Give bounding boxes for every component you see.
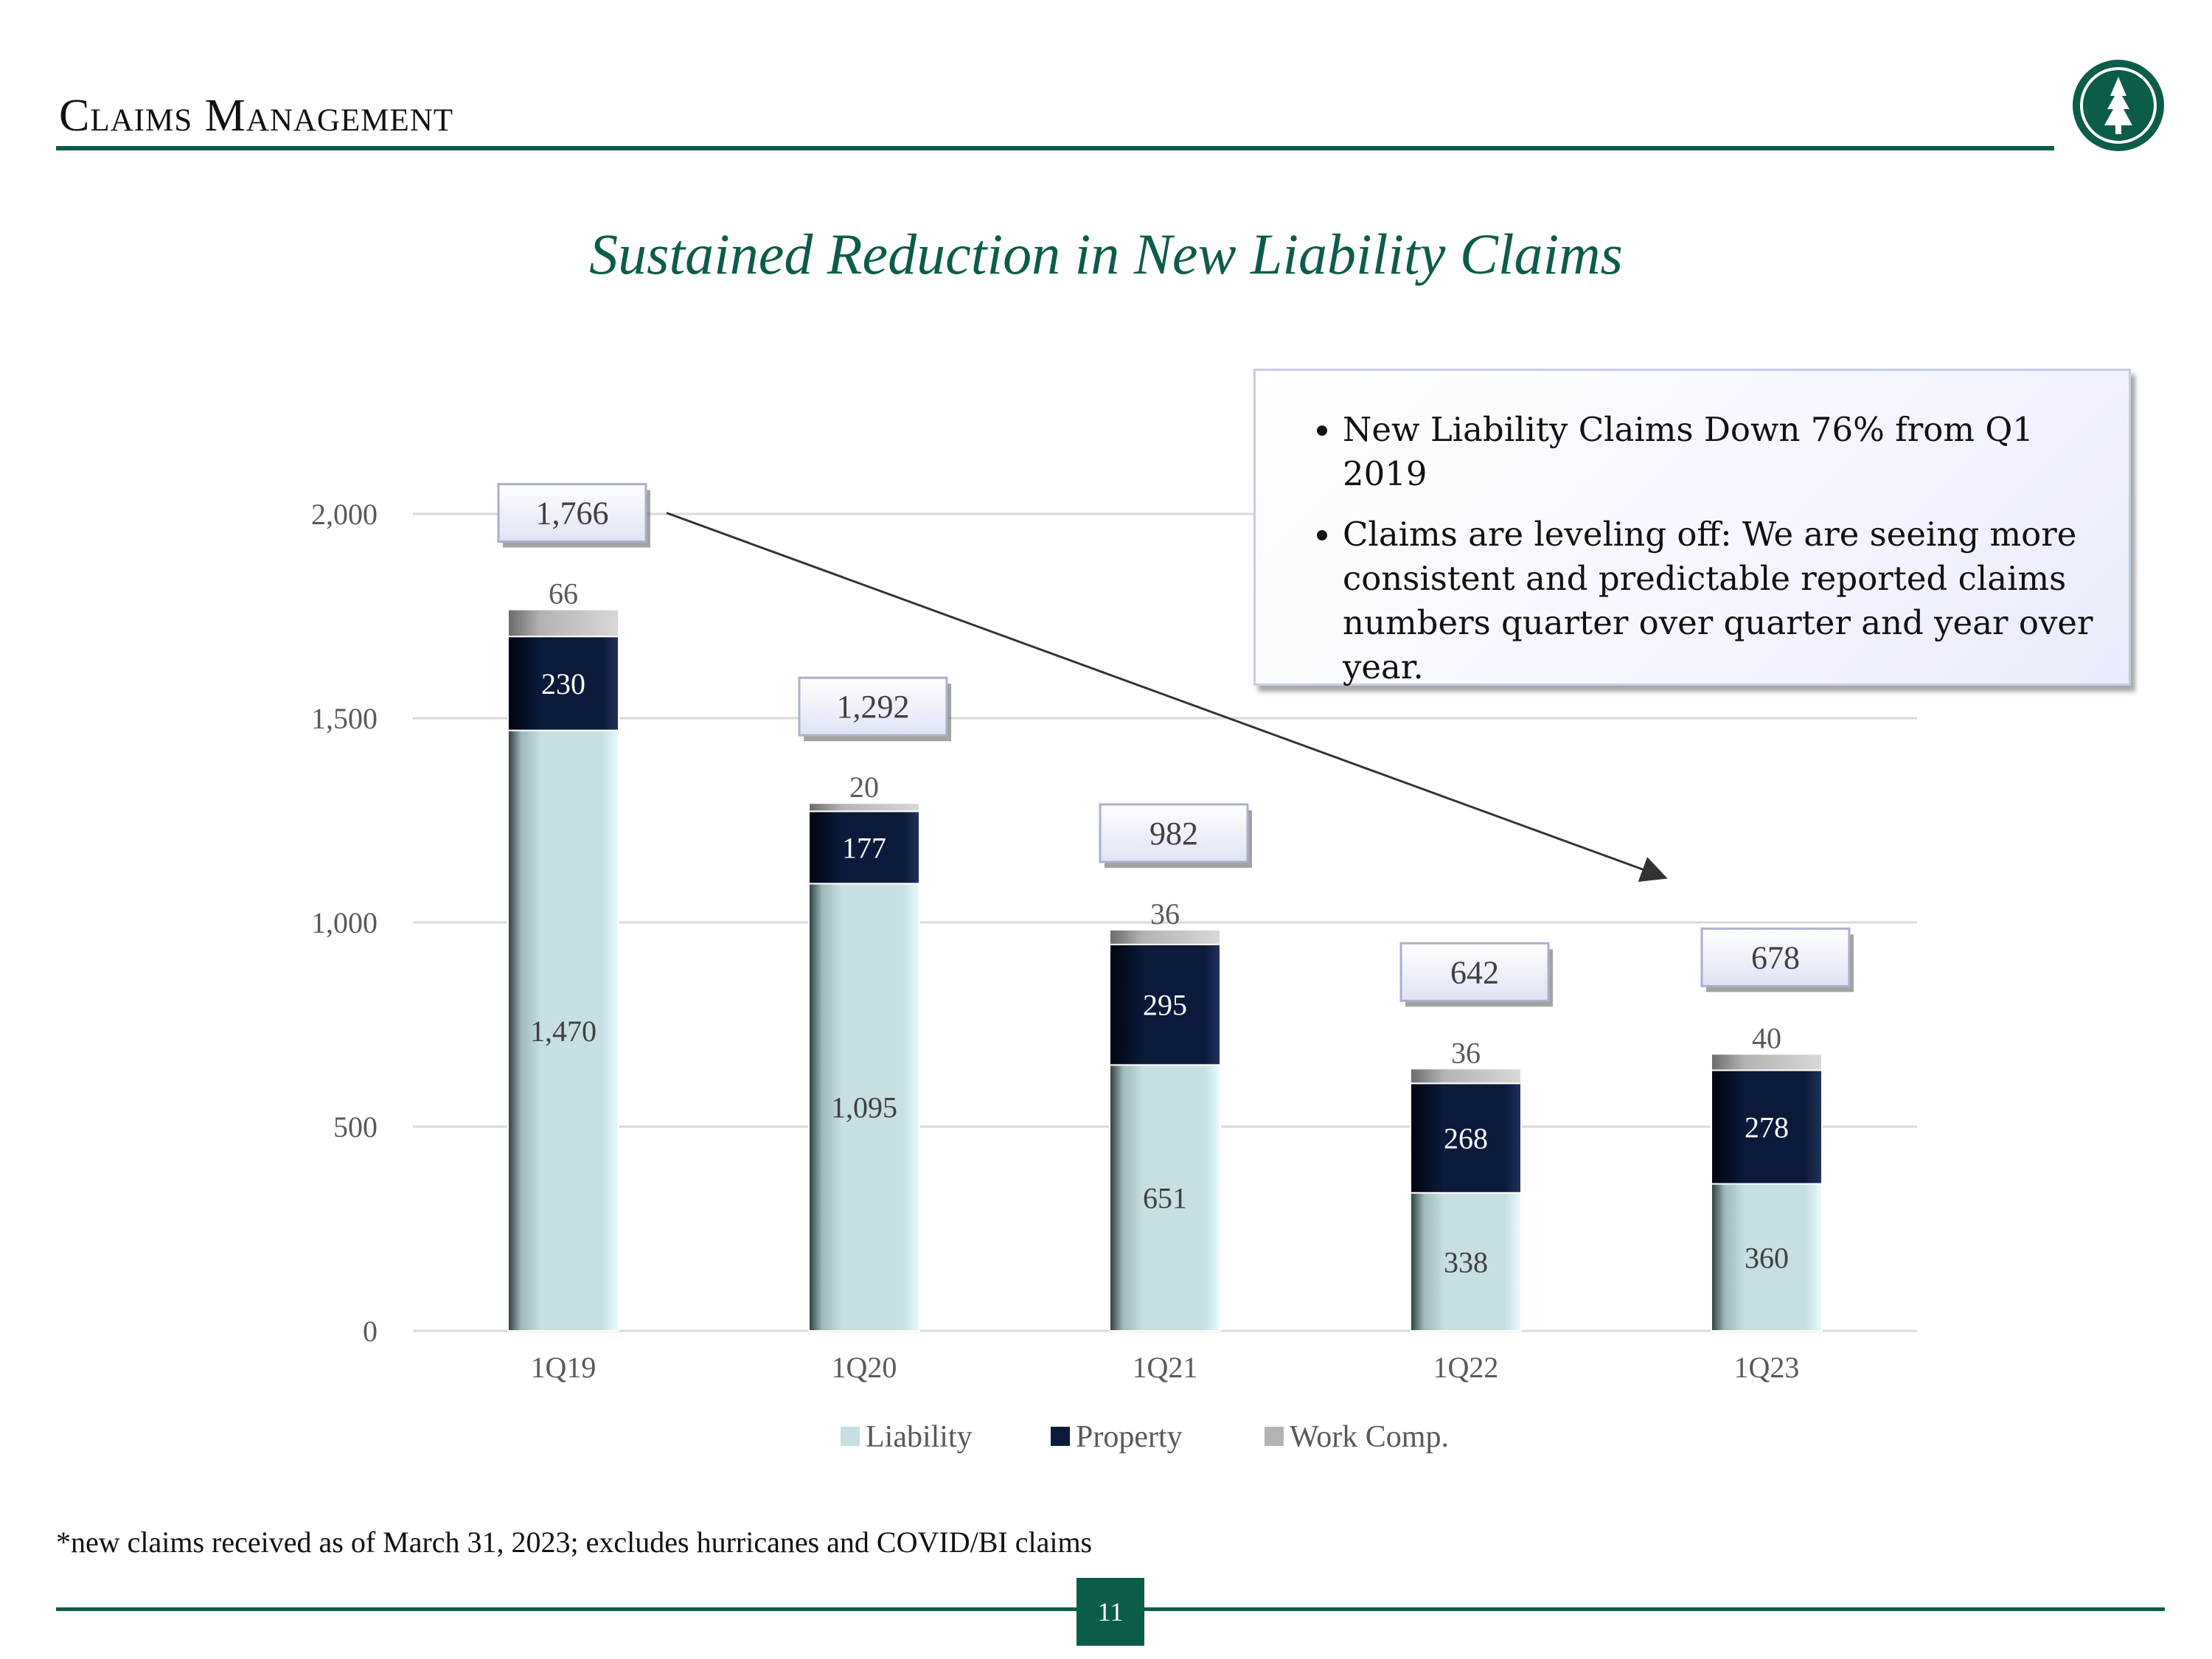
callout-bullet-list: New Liability Claims Down 76% from Q1 20… [1278, 408, 2107, 689]
legend-label: Work Comp. [1290, 1420, 1449, 1454]
total-box [1099, 803, 1249, 863]
total-box [1700, 927, 1851, 987]
total-label: 678 [1751, 939, 1800, 975]
page-number: 11 [1077, 1578, 1144, 1646]
x-tick-label: 1Q23 [1734, 1351, 1800, 1384]
bar-segment-work-comp [1711, 1053, 1823, 1071]
x-tick-label: 1Q21 [1133, 1351, 1198, 1384]
total-label: 982 [1150, 815, 1198, 852]
data-label: 295 [1143, 989, 1187, 1022]
legend-swatch [1265, 1427, 1284, 1446]
bar-segment-liability [1711, 1183, 1823, 1332]
data-label: 278 [1745, 1111, 1789, 1144]
bar-segment-property [1711, 1069, 1823, 1185]
total-box [1399, 942, 1550, 1002]
callout-box: New Liability Claims Down 76% from Q1 20… [1253, 369, 2131, 686]
data-label: 1,095 [831, 1091, 897, 1124]
total-label: 1,292 [837, 689, 910, 725]
footnote: *new claims received as of March 31, 202… [56, 1526, 1093, 1559]
bar-segment-liability [1109, 1064, 1221, 1332]
data-label: 20 [849, 771, 879, 804]
data-label: 36 [1451, 1036, 1481, 1069]
bar-segment-liability [507, 729, 619, 1332]
section-title: Claims Management [59, 91, 454, 141]
data-label: 360 [1745, 1241, 1789, 1274]
data-label: 36 [1150, 897, 1180, 931]
y-tick-label: 0 [363, 1315, 378, 1348]
total-label: 642 [1450, 954, 1499, 990]
bar-segment-work-comp [507, 608, 619, 638]
x-tick-label: 1Q19 [531, 1351, 597, 1384]
bar-segment-property [1410, 1082, 1522, 1194]
legend-label: Liability [866, 1420, 973, 1454]
data-label: 177 [842, 831, 886, 864]
callout-bullet: New Liability Claims Down 76% from Q1 20… [1343, 408, 2107, 496]
legend-swatch [841, 1427, 860, 1446]
bar-segment-liability [808, 883, 920, 1332]
y-tick-label: 1,500 [311, 702, 378, 735]
data-label: 651 [1143, 1182, 1187, 1215]
data-label: 66 [549, 577, 578, 611]
bar-segment-work-comp [1109, 928, 1221, 945]
data-label: 40 [1752, 1021, 1781, 1054]
total-box [497, 483, 647, 543]
y-tick-label: 500 [333, 1110, 378, 1144]
bar-segment-property [507, 636, 619, 731]
legend-label: Property [1076, 1420, 1183, 1454]
y-tick-label: 2,000 [311, 498, 378, 531]
total-label: 1,766 [536, 495, 609, 532]
bar-segment-property [1109, 943, 1221, 1066]
data-label: 230 [541, 667, 585, 700]
data-label: 1,470 [530, 1015, 597, 1048]
legend-swatch [1051, 1427, 1070, 1446]
data-label: 268 [1444, 1122, 1488, 1155]
header-divider [56, 146, 2054, 150]
bar-segment-work-comp [808, 802, 920, 813]
pine-tree-logo-icon [2073, 60, 2164, 151]
data-label: 338 [1444, 1245, 1488, 1279]
bar-segment-liability [1410, 1192, 1522, 1332]
x-tick-label: 1Q22 [1433, 1351, 1499, 1384]
bar-segment-property [808, 810, 920, 885]
callout-bullet: Claims are leveling off: We are seeing m… [1343, 512, 2107, 689]
total-box [798, 676, 948, 737]
x-tick-label: 1Q20 [832, 1351, 897, 1384]
trend-arrow [666, 512, 1668, 883]
slide-title: Sustained Reduction in New Liability Cla… [589, 222, 1623, 286]
bar-segment-work-comp [1410, 1068, 1522, 1085]
y-tick-label: 1,000 [311, 906, 378, 939]
